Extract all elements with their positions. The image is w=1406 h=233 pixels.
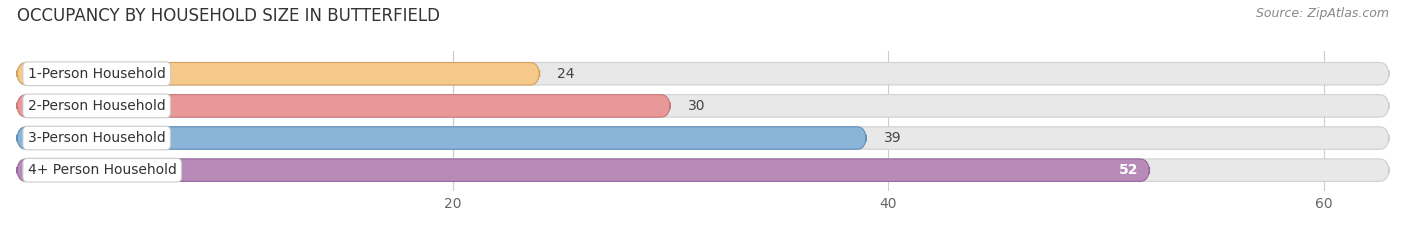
FancyBboxPatch shape [17,127,866,149]
FancyBboxPatch shape [17,95,1389,117]
Text: 3-Person Household: 3-Person Household [28,131,166,145]
FancyBboxPatch shape [17,159,1150,182]
Text: 52: 52 [1119,163,1139,177]
Text: 4+ Person Household: 4+ Person Household [28,163,177,177]
Text: 30: 30 [688,99,706,113]
FancyBboxPatch shape [17,62,1389,85]
FancyBboxPatch shape [17,62,540,85]
FancyBboxPatch shape [17,159,1389,182]
FancyBboxPatch shape [17,127,1389,149]
Text: 39: 39 [884,131,901,145]
Text: 24: 24 [557,67,575,81]
FancyBboxPatch shape [17,95,671,117]
Text: 2-Person Household: 2-Person Household [28,99,166,113]
Text: Source: ZipAtlas.com: Source: ZipAtlas.com [1256,7,1389,20]
Text: 1-Person Household: 1-Person Household [28,67,166,81]
Text: OCCUPANCY BY HOUSEHOLD SIZE IN BUTTERFIELD: OCCUPANCY BY HOUSEHOLD SIZE IN BUTTERFIE… [17,7,440,25]
